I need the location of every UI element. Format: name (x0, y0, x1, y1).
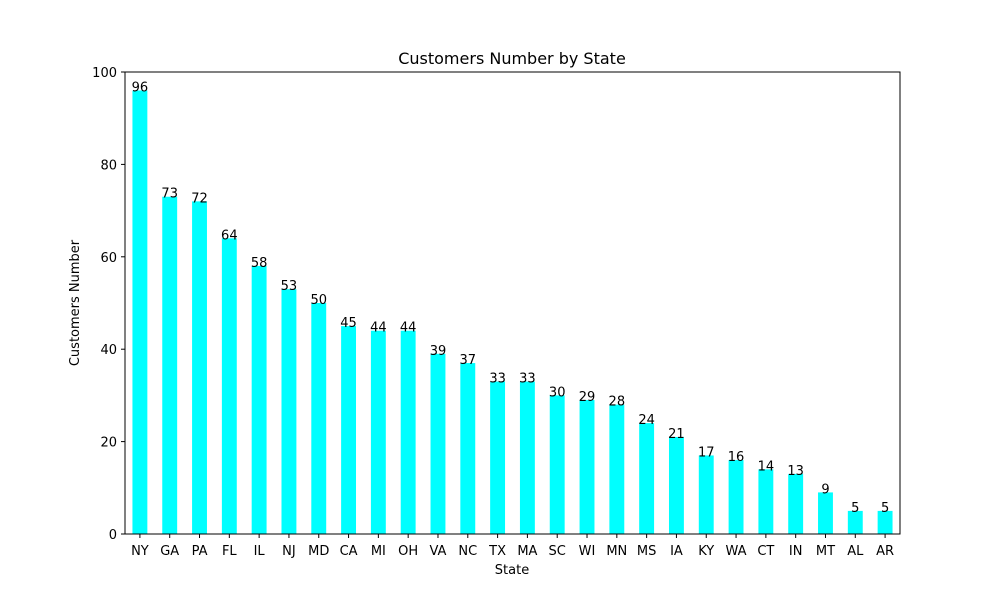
x-tick-label: TX (488, 544, 506, 559)
bar-nc (460, 363, 476, 534)
bar-al (847, 510, 863, 534)
x-tick-label: VA (429, 544, 446, 559)
bar-value-label: 24 (638, 413, 655, 428)
x-tick-label: SC (549, 544, 566, 559)
bar-value-label: 9 (821, 482, 829, 497)
bar-wi (579, 400, 595, 534)
bar-value-label: 45 (340, 316, 357, 331)
bar-mn (609, 404, 625, 534)
bar-nj (281, 289, 297, 534)
x-tick-label: MN (606, 544, 627, 559)
bar-value-label: 21 (668, 427, 685, 442)
bar-ar (877, 510, 893, 534)
bar-il (251, 266, 267, 534)
bar-value-label: 96 (132, 80, 149, 95)
bars-group (132, 90, 893, 535)
bar-value-label: 53 (281, 279, 298, 294)
x-tick-label: IA (670, 544, 683, 559)
bar-value-label: 73 (161, 187, 178, 202)
bar-md (311, 303, 327, 534)
x-tick-label: PA (192, 544, 208, 559)
x-tick-label: NY (131, 544, 149, 559)
x-tick-label: MD (308, 544, 329, 559)
x-axis: NY GA PA FL IL NJ MD CA MI OH VA NC TX MA SC WI MN MS IA KY… (131, 534, 894, 559)
y-axis: 0 20 40 60 80 100 (92, 66, 125, 543)
x-tick-label: AR (876, 544, 894, 559)
bar-value-label: 13 (787, 464, 804, 479)
x-tick-label: MT (816, 544, 835, 559)
x-tick-label: WI (579, 544, 596, 559)
bar-value-label: 28 (609, 395, 626, 410)
bar-value-label: 64 (221, 228, 238, 243)
bar-labels-group: 96 73 72 64 58 53 50 45 44 44 39 37 33 33 30 29 28 24 21 17… (132, 80, 890, 515)
y-tick-label: 20 (100, 436, 117, 451)
bar-ma (519, 381, 535, 534)
bar-value-label: 5 (881, 501, 889, 516)
y-tick-label: 100 (92, 66, 117, 81)
x-tick-label: MS (637, 544, 656, 559)
y-tick-label: 40 (100, 343, 117, 358)
bar-value-label: 39 (430, 344, 447, 359)
x-tick-label: CT (757, 544, 774, 559)
bar-ct (758, 469, 774, 534)
bar-sc (549, 395, 565, 534)
bar-ms (639, 423, 655, 534)
bar-value-label: 30 (549, 385, 566, 400)
bar-value-label: 33 (519, 372, 536, 387)
bar-mt (818, 492, 833, 534)
x-tick-label: GA (160, 544, 179, 559)
chart-title: Customers Number by State (398, 49, 626, 68)
x-tick-label: KY (698, 544, 714, 559)
bar-in (788, 473, 804, 534)
bar-ca (341, 326, 357, 534)
y-tick-label: 0 (109, 528, 117, 543)
plot-frame (124, 71, 901, 535)
x-tick-label: IL (254, 544, 266, 559)
x-tick-label: FL (222, 544, 237, 559)
bar-ny (132, 90, 148, 534)
bar-value-label: 29 (579, 390, 596, 405)
x-tick-label: WA (726, 544, 747, 559)
bar-wa (728, 460, 744, 534)
bar-ia (668, 436, 684, 534)
bar-oh (400, 330, 416, 534)
bar-value-label: 58 (251, 256, 268, 271)
x-tick-label: NC (458, 544, 477, 559)
x-axis-title: State (495, 563, 529, 578)
bar-value-label: 72 (191, 191, 208, 206)
x-tick-label: CA (340, 544, 358, 559)
bar-va (430, 353, 446, 534)
bar-fl (221, 238, 237, 534)
x-tick-label: MI (371, 544, 386, 559)
bar-pa (192, 201, 207, 535)
bar-value-label: 37 (460, 353, 477, 368)
x-tick-label: OH (398, 544, 418, 559)
x-tick-label: MA (517, 544, 537, 559)
bar-value-label: 50 (310, 293, 327, 308)
bar-tx (490, 381, 506, 534)
bar-value-label: 16 (728, 450, 745, 465)
bar-value-label: 17 (698, 445, 715, 460)
x-tick-label: AL (847, 544, 864, 559)
bar-value-label: 44 (370, 321, 387, 336)
bar-value-label: 33 (489, 372, 506, 387)
bar-value-label: 5 (851, 501, 859, 516)
x-tick-label: NJ (282, 544, 296, 559)
bar-ky (698, 455, 714, 534)
y-tick-label: 80 (100, 158, 117, 173)
bar-ga (162, 196, 178, 535)
y-axis-title: Customers Number (68, 239, 83, 366)
bar-value-label: 14 (758, 459, 775, 474)
bar-mi (370, 330, 386, 534)
bar-value-label: 44 (400, 321, 417, 336)
y-tick-label: 60 (100, 251, 117, 266)
x-tick-label: IN (789, 544, 803, 559)
